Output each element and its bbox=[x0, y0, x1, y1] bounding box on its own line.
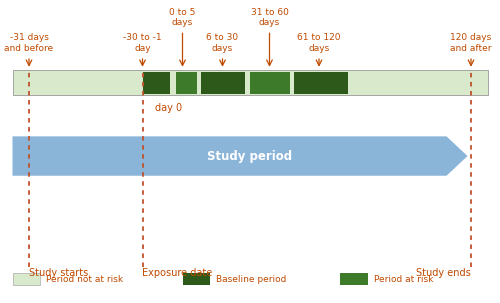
Text: day 0: day 0 bbox=[155, 103, 182, 113]
Bar bbox=[201, 72, 245, 94]
FancyArrow shape bbox=[12, 136, 468, 176]
Bar bbox=[12, 273, 40, 285]
Text: Period not at risk: Period not at risk bbox=[46, 275, 123, 284]
Text: 6 to 30
days: 6 to 30 days bbox=[206, 33, 238, 53]
Bar bbox=[182, 273, 210, 285]
Text: Study starts: Study starts bbox=[29, 268, 88, 278]
Text: 31 to 60
days: 31 to 60 days bbox=[250, 8, 288, 27]
Text: -31 days
and before: -31 days and before bbox=[4, 33, 54, 53]
Bar bbox=[294, 72, 348, 94]
Text: -30 to -1
day: -30 to -1 day bbox=[123, 33, 162, 53]
Bar bbox=[250, 72, 290, 94]
Text: Study ends: Study ends bbox=[416, 268, 471, 278]
Bar bbox=[340, 273, 367, 285]
Text: 0 to 5
days: 0 to 5 days bbox=[170, 8, 196, 27]
Text: Period at risk: Period at risk bbox=[374, 275, 433, 284]
Bar bbox=[142, 72, 170, 94]
Bar bbox=[12, 70, 488, 95]
Text: Baseline period: Baseline period bbox=[216, 275, 286, 284]
Text: 120 days
and after: 120 days and after bbox=[450, 33, 492, 53]
Bar bbox=[176, 72, 197, 94]
Text: Study period: Study period bbox=[208, 150, 292, 162]
Text: 61 to 120
days: 61 to 120 days bbox=[297, 33, 341, 53]
Text: Exposure date: Exposure date bbox=[142, 268, 213, 278]
